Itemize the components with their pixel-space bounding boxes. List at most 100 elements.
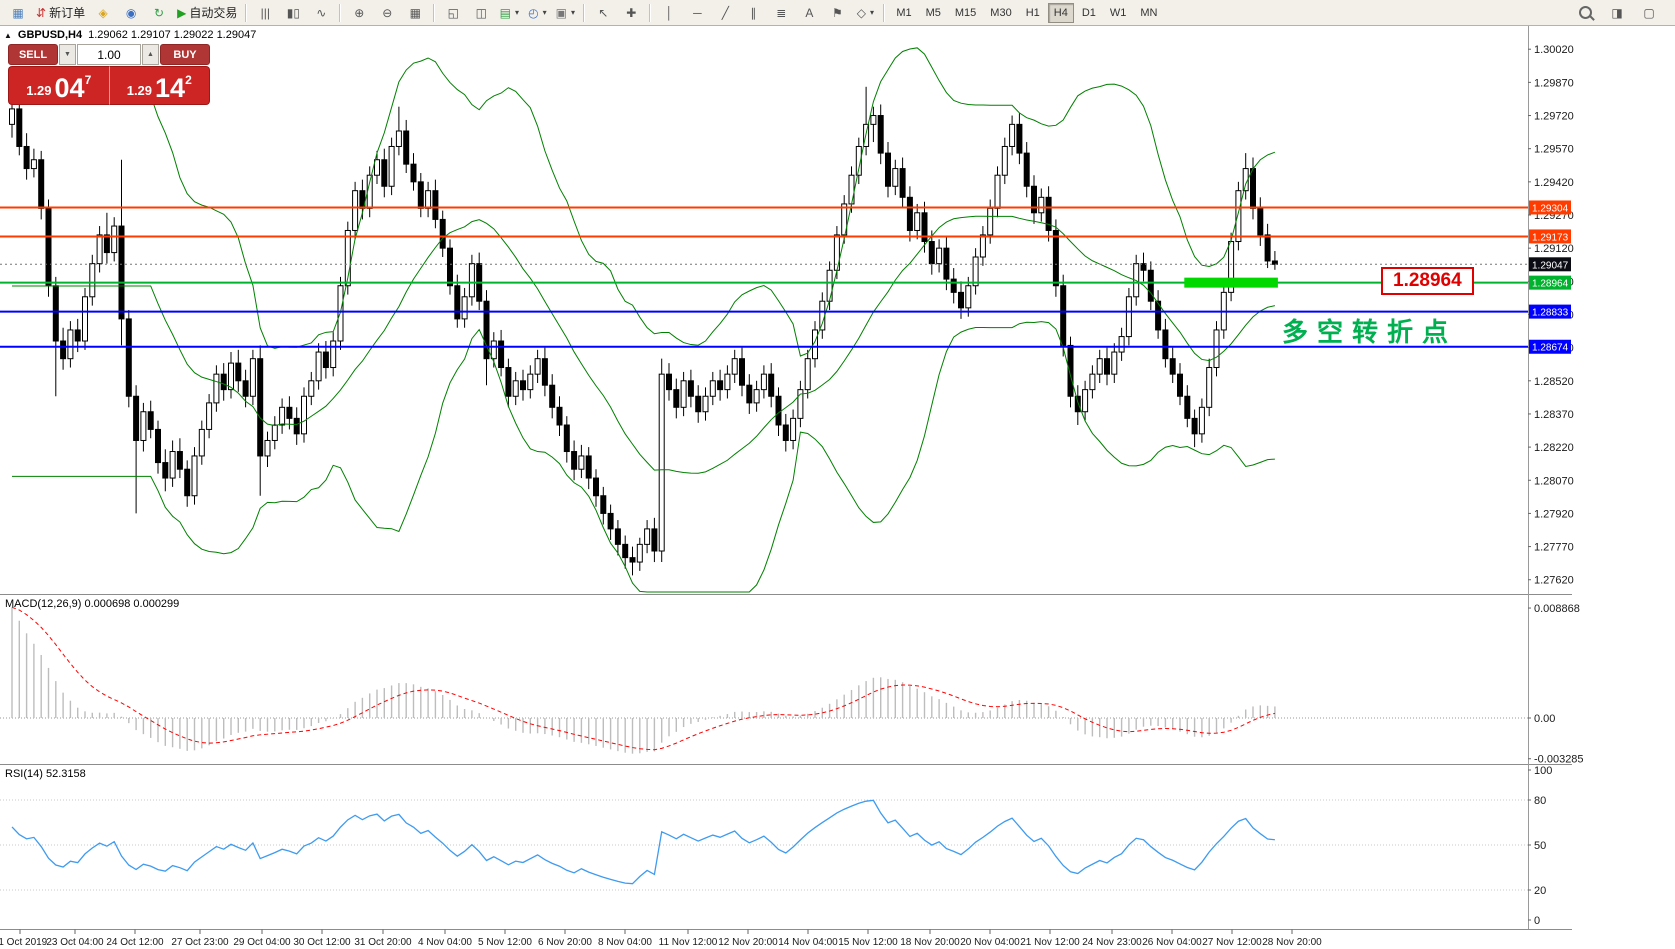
sell-price-button[interactable]: 1.29 04 7 xyxy=(8,66,110,105)
svg-text:15 Nov 12:00: 15 Nov 12:00 xyxy=(838,937,898,948)
volume-decrease-button[interactable]: ▼ xyxy=(59,44,76,65)
toolbar-separator xyxy=(583,3,586,22)
zoom-in-button[interactable]: ⊕ xyxy=(345,2,373,24)
toolbar-separator xyxy=(883,3,886,22)
fibonacci-button[interactable]: ≣ xyxy=(767,2,795,24)
svg-text:27 Oct 23:00: 27 Oct 23:00 xyxy=(171,937,229,948)
svg-text:1.28833: 1.28833 xyxy=(1532,308,1569,319)
refresh-button[interactable]: ↻ xyxy=(145,2,173,24)
tile-windows-button[interactable]: ◫ xyxy=(467,2,495,24)
text-button[interactable]: A xyxy=(795,2,823,24)
volume-increase-button[interactable]: ▲ xyxy=(142,44,159,65)
svg-text:1.28520: 1.28520 xyxy=(1534,376,1574,388)
cascade-windows-button[interactable]: ◱ xyxy=(439,2,467,24)
buy-price-base: 1.29 xyxy=(126,83,153,98)
zoom-out-button[interactable]: ⊖ xyxy=(373,2,401,24)
trendline-button-icon: ╱ xyxy=(721,5,729,20)
buy-price-big: 14 xyxy=(155,73,186,104)
line-chart-button[interactable]: ∿ xyxy=(307,2,335,24)
shapes-dropdown-icon: ◇ xyxy=(856,5,866,20)
metaeditor-button[interactable]: ◈ xyxy=(89,2,117,24)
toolbar-right-group: ◨ ▢ xyxy=(1571,2,1671,24)
caret-down-icon: ▾ xyxy=(542,8,547,17)
new-order-button[interactable]: ⇵ 新订单 xyxy=(32,2,89,24)
svg-text:1.29870: 1.29870 xyxy=(1534,77,1574,89)
fullscreen-button[interactable]: ▢ xyxy=(1635,2,1663,24)
shapes-dropdown[interactable]: ◇ ▾ xyxy=(851,2,879,24)
svg-text:21 Nov 12:00: 21 Nov 12:00 xyxy=(1020,937,1080,948)
svg-text:1.27620: 1.27620 xyxy=(1534,575,1574,587)
vertical-line-button[interactable]: │ xyxy=(655,2,683,24)
svg-text:26 Nov 04:00: 26 Nov 04:00 xyxy=(1142,937,1202,948)
svg-text:1.27770: 1.27770 xyxy=(1534,542,1574,554)
svg-text:1.29047: 1.29047 xyxy=(1532,260,1569,271)
cursor-button-icon: ↖ xyxy=(598,5,609,20)
search-button[interactable] xyxy=(1571,2,1599,24)
support-highlight-bar[interactable] xyxy=(1184,277,1278,288)
text-label-button[interactable]: ⚑ xyxy=(823,2,851,24)
new-chart-dropdown[interactable]: ▤ ▾ xyxy=(495,2,523,24)
market-watch-button[interactable]: ◉ xyxy=(117,2,145,24)
zoom-in-button-icon: ⊕ xyxy=(354,5,365,20)
svg-text:12 Nov 20:00: 12 Nov 20:00 xyxy=(718,937,778,948)
vertical-line-button-icon: │ xyxy=(665,5,674,20)
templates-dropdown[interactable]: ▣ ▾ xyxy=(551,2,579,24)
buy-price-button[interactable]: 1.29 14 2 xyxy=(109,66,210,105)
panel-separators[interactable] xyxy=(0,594,1572,930)
text-label-button-icon: ⚑ xyxy=(831,5,843,20)
timeframe-m30-button[interactable]: M30 xyxy=(990,6,1012,19)
terminal-chart-icon-button-icon: ▦ xyxy=(12,5,24,20)
support-price-callout[interactable]: 1.28964 xyxy=(1381,267,1474,295)
svg-text:18 Nov 20:00: 18 Nov 20:00 xyxy=(900,937,960,948)
toolbar: ▦ ⇵ 新订单 ◈ ◉ ↻ ▶ 自动交易 ||| ▮▯ ∿ ⊕ ⊖ ▦ ◱ ◫ ▤ ▾ ◴ ▾ ▣ ▾ ↖ ✚ │ ─ ╱ ∥ ≣ A ⚑ ◇… xyxy=(0,0,1675,26)
timeframe-mn-button[interactable]: MN xyxy=(1140,6,1158,19)
svg-text:20: 20 xyxy=(1534,885,1546,897)
candlestick-series xyxy=(9,84,1278,576)
equidistant-channel-button[interactable]: ∥ xyxy=(739,2,767,24)
volume-input[interactable]: 1.00 xyxy=(77,44,141,65)
auto-arrange-button[interactable]: ▦ xyxy=(401,2,429,24)
sell-price-pip: 7 xyxy=(84,73,92,87)
templates-dropdown-icon: ▣ xyxy=(555,5,567,20)
terminal-chart-icon-button[interactable]: ▦ xyxy=(4,2,32,24)
profiles-dropdown[interactable]: ◴ ▾ xyxy=(523,2,551,24)
candlestick-chart-button-icon: ▮▯ xyxy=(286,5,300,20)
timeframe-m1-button[interactable]: M1 xyxy=(896,6,912,19)
sell-button[interactable]: SELL xyxy=(8,44,58,65)
svg-text:20 Nov 04:00: 20 Nov 04:00 xyxy=(960,937,1020,948)
rsi-indicator-label: RSI(14) 52.3158 xyxy=(5,768,86,780)
svg-text:4 Nov 04:00: 4 Nov 04:00 xyxy=(418,937,472,948)
turning-point-note[interactable]: 多空转折点 xyxy=(1282,318,1458,347)
bollinger-bands xyxy=(12,47,1276,593)
svg-text:80: 80 xyxy=(1534,795,1546,807)
timeframe-w1-button[interactable]: W1 xyxy=(1109,6,1127,19)
trendline-button[interactable]: ╱ xyxy=(711,2,739,24)
autotrading-button-icon: ▶ xyxy=(177,5,187,20)
price-scale[interactable]: 1.300201.298701.297201.295701.294201.292… xyxy=(1528,26,1584,929)
svg-text:0.00: 0.00 xyxy=(1534,713,1555,725)
toolbar-separator xyxy=(245,3,248,22)
horizontal-line-button[interactable]: ─ xyxy=(683,2,711,24)
timeframe-h1-button[interactable]: H1 xyxy=(1025,6,1040,19)
timeframe-m15-button[interactable]: M15 xyxy=(954,6,977,19)
svg-text:100: 100 xyxy=(1534,765,1552,777)
buy-button[interactable]: BUY xyxy=(160,44,210,65)
one-click-top-row: SELL ▼ 1.00 ▲ BUY xyxy=(8,44,210,65)
svg-text:1.28370: 1.28370 xyxy=(1534,409,1574,421)
timeframe-m5-button[interactable]: M5 xyxy=(925,6,941,19)
data-window-button[interactable]: ◨ xyxy=(1603,2,1631,24)
timeframe-h4-button[interactable]: H4 xyxy=(1047,2,1074,23)
bar-chart-button[interactable]: ||| xyxy=(251,2,279,24)
svg-text:1.28674: 1.28674 xyxy=(1532,343,1569,354)
collapse-panel-icon[interactable]: ▲ xyxy=(4,30,12,40)
price-scale-tags[interactable]: 1.29304 1.29173 1.28964 1.28833 1.28674 1.290… xyxy=(1529,200,1571,354)
cursor-button[interactable]: ↖ xyxy=(589,2,617,24)
autotrading-button[interactable]: ▶ 自动交易 xyxy=(173,2,241,24)
candlestick-chart-button[interactable]: ▮▯ xyxy=(279,2,307,24)
crosshair-button[interactable]: ✚ xyxy=(617,2,645,24)
timeframe-d1-button[interactable]: D1 xyxy=(1081,6,1096,19)
svg-text:21 Oct 2019: 21 Oct 2019 xyxy=(0,937,48,948)
svg-text:1.28220: 1.28220 xyxy=(1534,442,1574,454)
